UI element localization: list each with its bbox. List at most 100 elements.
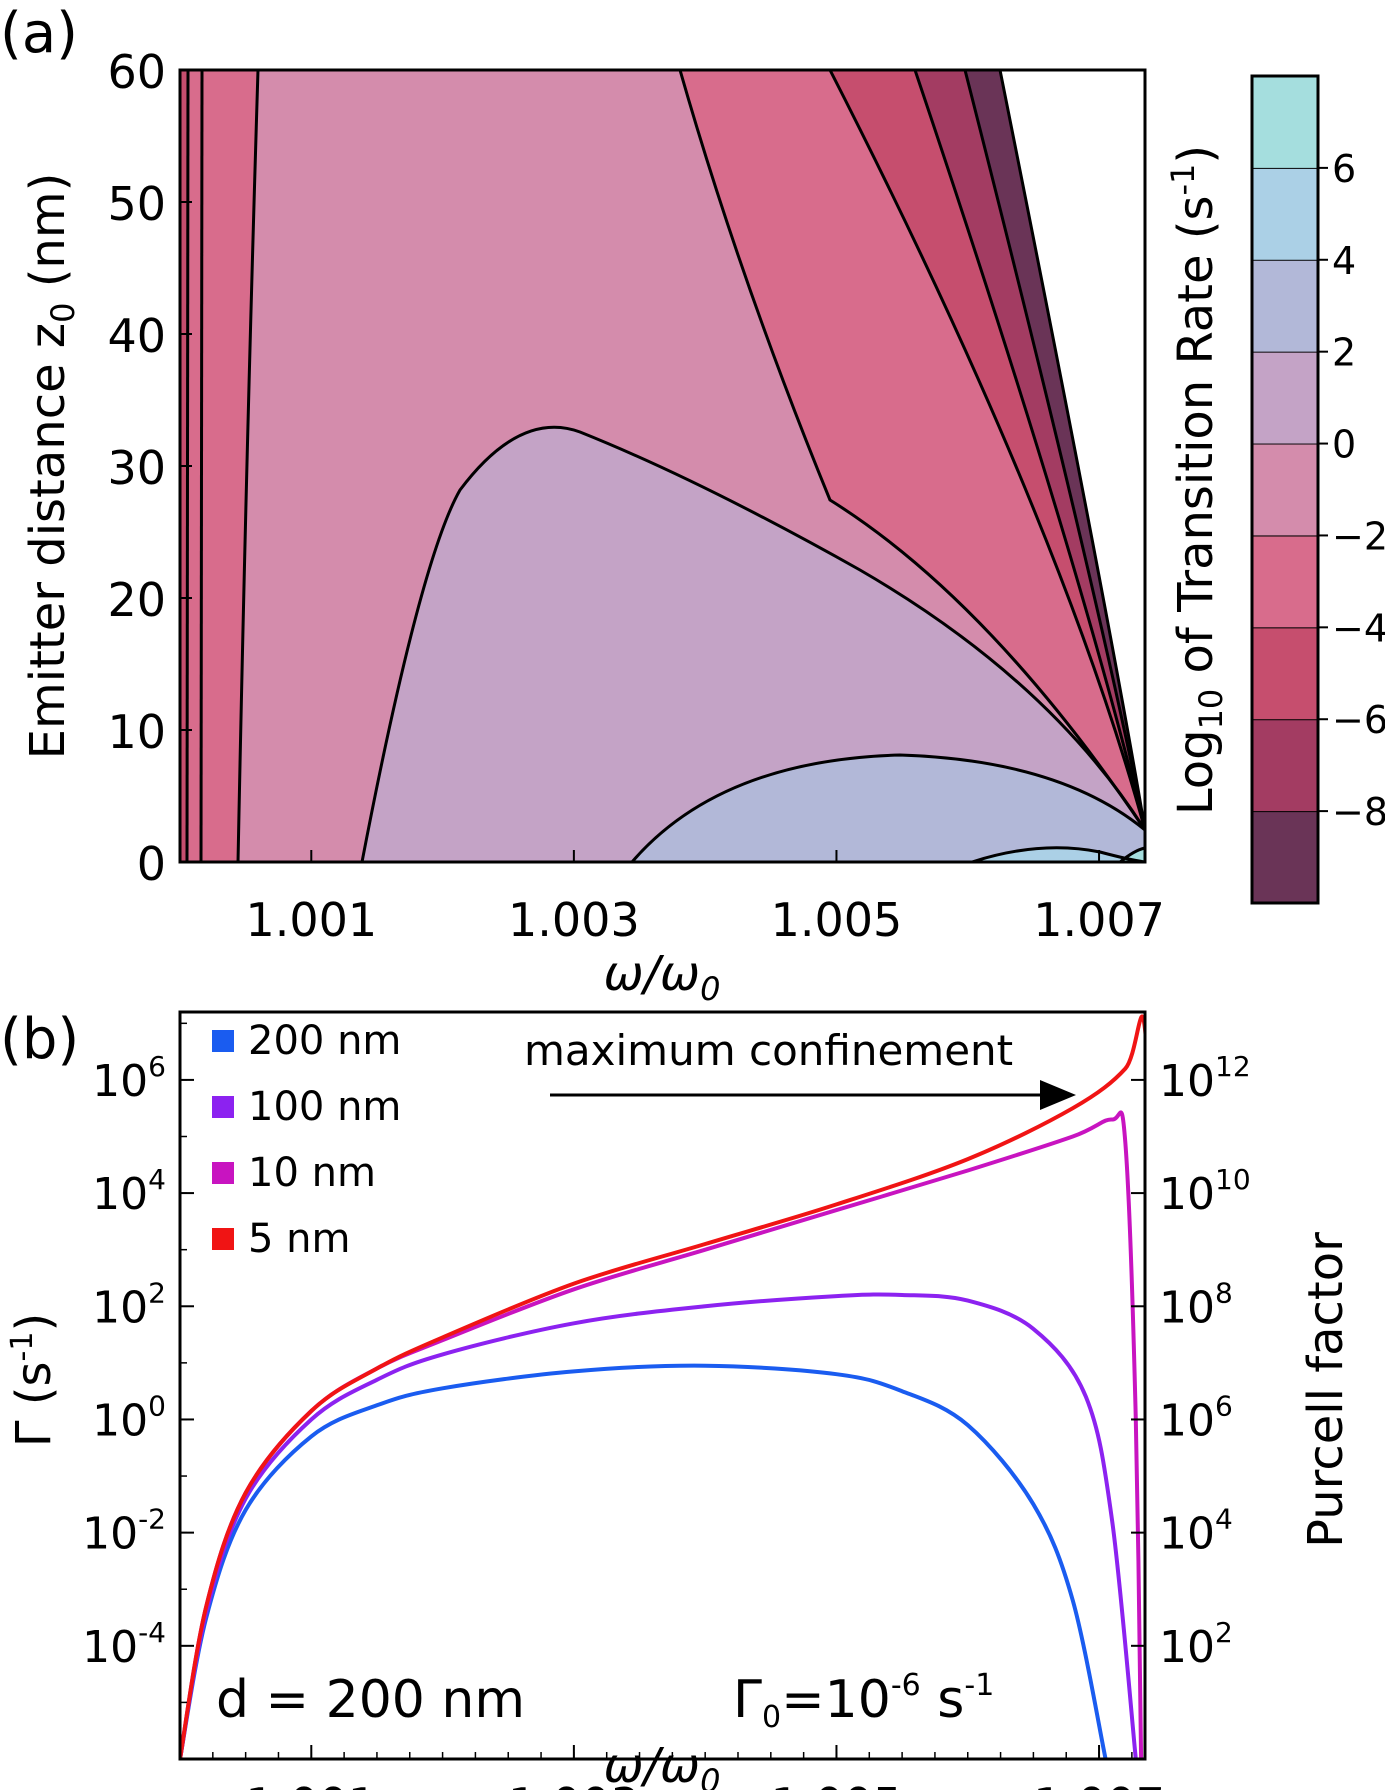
y-tick-label-b: 102 — [92, 1276, 166, 1333]
colorbar-label-sub: 10 — [1192, 689, 1230, 730]
legend-swatch — [212, 1096, 234, 1118]
colorbar-ticks: 6 4 2 0 −2 −4 −6 −8 — [1318, 147, 1385, 834]
x-tick-label-b: 1.003 — [508, 1778, 640, 1790]
y-axis-b-left: 106 104 102 100 10-2 10-4 — [82, 1022, 194, 1704]
legend-swatch — [212, 1162, 234, 1184]
x-tick-label-a: 1.005 — [771, 893, 903, 947]
colorbar-level — [1252, 259, 1318, 352]
contour-lines — [185, 70, 1145, 862]
colorbar-level — [1252, 719, 1318, 812]
y-tick-label-a: 40 — [107, 309, 166, 363]
y-axis-label-a: Emitter distance z0 (nm) — [20, 173, 82, 760]
y-axis-label-b-sup: -1 — [5, 1332, 40, 1362]
colorbar-tick-label: 6 — [1332, 147, 1356, 191]
colorbar-tick-label: −4 — [1332, 606, 1385, 650]
y-axis-label-a-unit: (nm) — [20, 173, 76, 303]
annotation-gamma0-eq: =10 — [781, 1670, 891, 1730]
colorbar-label-sup: -1 — [1164, 164, 1202, 196]
y-tick-label-b: 104 — [92, 1163, 166, 1220]
colorbar-tick-label: −8 — [1332, 790, 1385, 834]
y-tick-label-a: 60 — [107, 45, 166, 99]
colorbar-level — [1252, 76, 1318, 168]
plot-area-b — [180, 1012, 1145, 1759]
annotation-gamma0-sub: 0 — [762, 1700, 781, 1735]
series-line-4 — [180, 1014, 1145, 1759]
y-axis-label-b-end: ) — [6, 1313, 62, 1332]
panel-a-label: (a) — [0, 1, 78, 66]
legend-entry: 10 nm — [248, 1150, 376, 1196]
y-tick-label-b: 10-2 — [82, 1503, 166, 1560]
colorbar-label-rest: of Transition Rate (s — [1168, 195, 1224, 688]
annotation-maximum-confinement: maximum confinement — [524, 1026, 1013, 1075]
x-tick-label-a: 1.001 — [245, 893, 377, 947]
y-tick-label-b: 106 — [92, 1050, 166, 1107]
colorbar-tick-label: −6 — [1332, 698, 1385, 742]
colorbar-frame — [1250, 74, 1320, 905]
legend: 200 nm 100 nm 10 nm 5 nm — [212, 1018, 401, 1262]
y-tick-label-a: 30 — [107, 441, 166, 495]
y-axis-b-right: 1012 1010 108 106 104 102 — [1131, 1050, 1251, 1673]
x-tick-label-a: 1.007 — [1033, 893, 1165, 947]
annotation-gamma0-unit-sup: -1 — [964, 1668, 994, 1703]
annotation-gamma0-unit: s — [921, 1670, 965, 1730]
x-tick-label-a: 1.003 — [508, 893, 640, 947]
legend-swatch — [212, 1030, 234, 1052]
contour-plot — [180, 70, 1145, 862]
colorbar-level — [1252, 811, 1318, 903]
y2-tick-label-b: 104 — [1159, 1503, 1233, 1560]
contour-region-left-band-2 — [201, 70, 258, 862]
x-axis-label-a-sub: 0 — [700, 970, 720, 1008]
colorbar — [1250, 74, 1320, 905]
annotation-d: d = 200 nm — [216, 1670, 525, 1730]
legend-entry: 200 nm — [248, 1018, 401, 1064]
legend-entry: 5 nm — [248, 1216, 350, 1262]
legend-swatch — [212, 1228, 234, 1250]
y-tick-label-b: 100 — [92, 1389, 166, 1446]
x-axis-a: 1.001 1.003 1.005 1.007 — [245, 850, 1165, 947]
annotation-gamma0-sup: -6 — [891, 1668, 921, 1703]
y-axis-label-a-main: Emitter distance z — [20, 323, 76, 759]
y2-axis-label-b: Purcell factor — [1298, 1232, 1354, 1548]
colorbar-label-end: ) — [1168, 145, 1224, 164]
x-axis-label-a-main: ω/ω — [604, 946, 701, 1002]
colorbar-level — [1252, 351, 1318, 444]
y-tick-label-b: 10-4 — [82, 1616, 166, 1673]
y2-tick-label-b: 108 — [1159, 1276, 1233, 1333]
series-line-2 — [180, 1292, 1138, 1759]
y-axis-a: 0 10 20 30 40 50 60 — [107, 45, 192, 891]
x-axis-label-b: ω/ω0 — [604, 1738, 721, 1790]
y2-tick-label-b: 102 — [1159, 1616, 1233, 1673]
x-axis-label-a: ω/ω0 — [604, 946, 721, 1008]
colorbar-tick-label: 4 — [1332, 239, 1356, 283]
y-tick-label-a: 0 — [137, 837, 166, 891]
colorbar-label: Log10 of Transition Rate (s-1) — [1164, 145, 1230, 815]
contour-region-minus4-minus2 — [680, 70, 1145, 830]
x-axis-b: 1.001 1.003 1.005 1.007 — [179, 1745, 1165, 1790]
axes-frame-b — [178, 1010, 1147, 1761]
annotation-gamma0-main: Γ — [733, 1670, 762, 1730]
x-axis-label-b-sub: 0 — [700, 1762, 720, 1790]
y-axis-label-b: Γ (s-1) — [5, 1313, 62, 1447]
y-axis-label-a-sub: 0 — [44, 303, 82, 323]
x-tick-label-b: 1.001 — [245, 1778, 377, 1790]
contour-region-blank — [1000, 70, 1145, 830]
colorbar-level — [1252, 627, 1318, 720]
y-tick-label-a: 50 — [107, 177, 166, 231]
y-tick-label-a: 10 — [107, 705, 166, 759]
colorbar-label-main: Log — [1168, 729, 1224, 815]
colorbar-tick-label: −2 — [1332, 514, 1385, 558]
colorbar-level — [1252, 443, 1318, 536]
contour-region-0-2 — [362, 427, 1145, 862]
y2-tick-label-b: 106 — [1159, 1389, 1233, 1446]
series-line-1 — [180, 1363, 1108, 1759]
colorbar-level — [1252, 535, 1318, 628]
contour-region-left-band — [187, 70, 202, 862]
x-axis-label-b-main: ω/ω — [604, 1738, 701, 1790]
annotation-gamma0: Γ0=10-6 s-1 — [733, 1668, 994, 1735]
panel-b-label: (b) — [0, 1007, 79, 1072]
colorbar-tick-label: 2 — [1332, 331, 1356, 375]
line-series — [180, 1014, 1145, 1759]
colorbar-tick-label: 0 — [1332, 423, 1356, 467]
y-tick-label-a: 20 — [107, 573, 166, 627]
